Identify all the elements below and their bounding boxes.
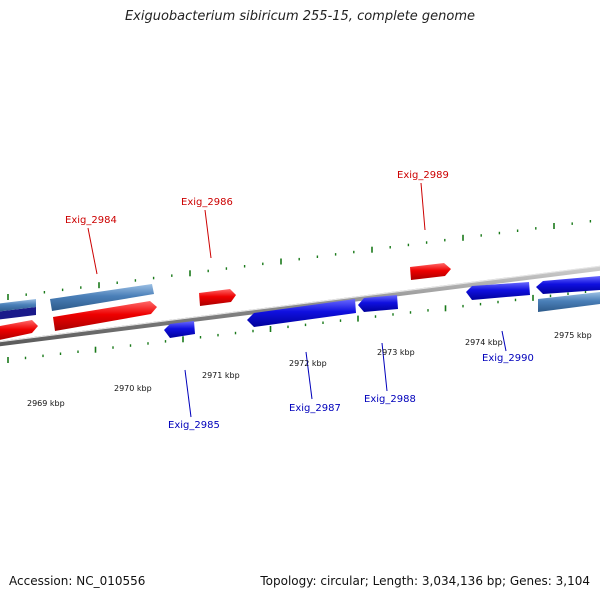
map-title: Exiguobacterium sibiricum 255-15, comple… [124,9,476,24]
scale-label-2969: 2969 kbp [27,399,65,408]
gene-exig-2989-arrow [410,263,451,280]
inner-scale-ticks [7,290,587,363]
genome-summary-text: Topology: circular; Length: 3,034,136 bp… [260,574,590,588]
cds-bar-pale-1 [50,284,154,311]
gene-red-left [0,320,38,340]
scale-label-2973: 2973 kbp [377,348,415,357]
gene-label-exig-2989: Exig_2989 [397,170,449,181]
scale-label-2970: 2970 kbp [114,384,152,393]
gene-label-exig-2990: Exig_2990 [482,353,534,364]
cds-bar-left-dark [0,307,36,320]
outer-scale-ticks [7,220,592,300]
cds-bar-left-pale [0,299,36,312]
leader-exig-2985 [184,369,192,418]
gene-label-exig-2984: Exig_2984 [65,215,117,226]
scale-label-2971: 2971 kbp [202,371,240,380]
leader-exig-2984 [87,227,98,275]
gene-exig-2984-arrow [53,301,157,331]
gene-label-exig-2988: Exig_2988 [364,394,416,405]
gene-exig-2988-arrow [358,295,398,312]
leader-exig-2990 [501,330,507,352]
scale-label-2975: 2975 kbp [554,331,592,340]
gene-label-exig-2985: Exig_2985 [168,420,220,431]
gene-exig-2987-arrow [247,299,356,327]
genome-backbone-highlight [0,265,600,343]
genome-backbone [0,265,600,347]
gene-exig-2986-arrow [199,289,236,306]
leader-exig-2988 [381,342,388,392]
gene-exig-2990-arrow [466,282,530,300]
scale-label-2972: 2972 kbp [289,359,327,368]
accession-text: Accession: NC_010556 [9,574,146,588]
gene-label-exig-2987: Exig_2987 [289,403,341,414]
gene-blue-right [536,276,600,294]
scale-label-2974: 2974 kbp [465,338,503,347]
leader-exig-2987 [305,351,313,400]
cds-bar-pale-2 [538,292,600,312]
leader-exig-2989 [420,182,426,231]
leader-exig-2986 [204,209,212,259]
gene-exig-2985-arrow [164,321,195,338]
gene-label-exig-2986: Exig_2986 [181,197,233,208]
